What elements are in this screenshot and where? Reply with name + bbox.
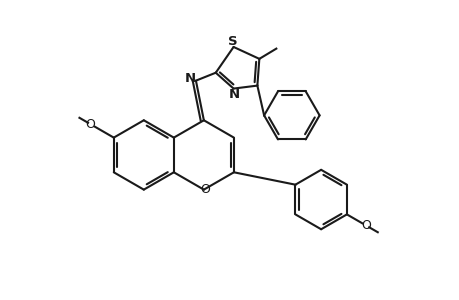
Text: O: O [85, 118, 95, 131]
Text: N: N [229, 88, 240, 101]
Text: O: O [200, 183, 209, 196]
Text: S: S [227, 34, 237, 47]
Text: N: N [184, 72, 195, 85]
Text: O: O [361, 219, 371, 232]
